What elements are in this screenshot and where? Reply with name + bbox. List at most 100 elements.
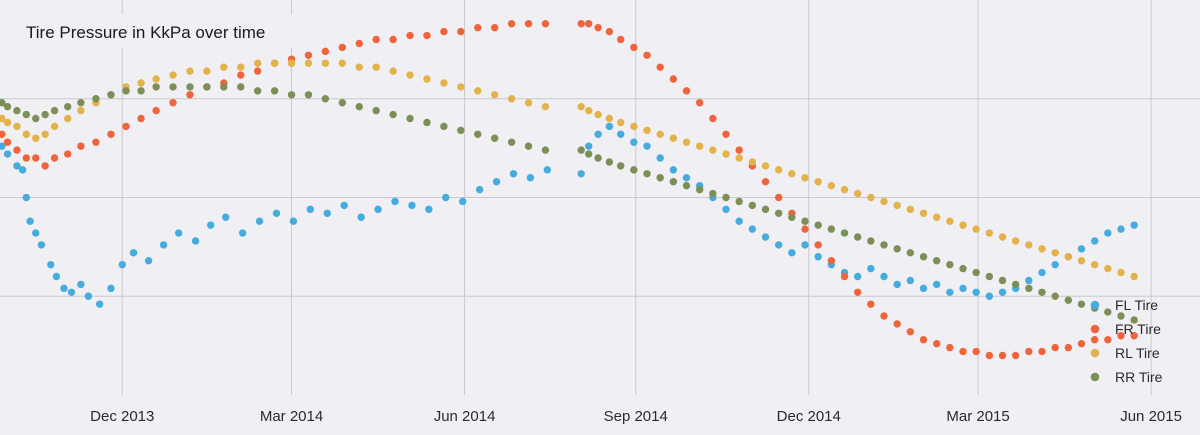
data-point [972,288,980,296]
data-point [272,209,281,217]
x-tick-label: Jun 2015 [1120,408,1182,425]
data-point [577,146,585,154]
data-point [92,138,100,146]
data-point [191,237,200,245]
data-point [357,213,365,221]
data-point [270,87,279,95]
data-point [1117,332,1125,340]
data-point [237,63,245,71]
data-point [3,118,12,127]
data-point [998,351,1007,360]
data-point [1117,268,1125,277]
data-point [50,122,59,131]
data-point [22,110,31,119]
data-point [1104,336,1112,344]
data-point [490,23,499,32]
data-point [801,217,809,225]
data-point [253,59,262,67]
data-point [374,205,382,214]
data-point [605,27,614,36]
data-point [77,99,85,107]
data-point [270,59,279,67]
data-point [774,193,783,202]
data-point [748,225,757,233]
data-point [1025,284,1033,293]
data-point [906,276,915,285]
data-point [321,47,330,56]
data-point [594,110,602,119]
data-point [1077,245,1086,253]
data-point [722,193,730,202]
data-point [238,229,247,237]
data-point [605,122,614,131]
data-point [709,114,717,123]
data-point [1077,300,1086,308]
chart-title: Tire Pressure in KkPa over time [26,23,265,42]
data-point [932,280,941,289]
data-point [406,71,414,79]
data-point [442,193,450,202]
data-point [959,347,967,356]
data-point [52,272,61,281]
data-points [0,20,1138,360]
data-point [423,31,431,40]
data-point [840,229,849,237]
data-point [1117,312,1125,320]
legend: FL Tire FR Tire RL Tire RR Tire [1090,297,1163,385]
data-point [814,253,822,261]
data-point [541,102,550,111]
data-point [95,300,104,308]
data-point [107,91,115,99]
data-point [656,174,664,182]
data-point [389,67,397,75]
data-point [1130,332,1138,340]
data-point [287,91,296,99]
data-point [475,185,484,194]
data-point [985,272,994,281]
data-point [137,87,145,95]
data-point [440,27,448,36]
data-point [1051,343,1059,352]
data-point [64,114,72,123]
data-point [932,213,941,221]
data-point [1104,229,1112,237]
data-point [985,229,994,237]
data-point [735,154,743,162]
x-tick-label: Sep 2014 [604,408,668,425]
data-point [669,134,678,142]
data-point [37,241,46,249]
data-point [985,292,994,300]
data-point [682,87,691,95]
data-point [906,328,915,336]
data-point [605,158,614,166]
data-point [709,146,717,154]
data-point [144,257,153,265]
data-point [32,229,40,237]
data-point [389,35,397,44]
data-point [656,63,664,71]
data-point [1051,260,1059,269]
data-point [585,142,593,150]
data-point [774,241,783,249]
data-point [13,162,21,170]
legend-marker [1090,300,1100,310]
data-point [1090,336,1099,344]
data-point [237,83,245,91]
x-tick-label: Mar 2015 [946,408,1009,425]
data-point [695,99,704,107]
data-point [355,102,363,111]
data-point [893,320,901,328]
data-point [748,158,757,166]
data-point [304,51,313,59]
data-point [840,272,849,281]
data-point [118,260,126,269]
data-point [577,20,585,28]
data-point [643,142,651,150]
data-point [524,142,533,150]
data-point [1077,339,1086,348]
data-point [1051,249,1059,257]
data-point [709,189,717,198]
data-point [585,106,593,115]
data-point [41,110,49,119]
